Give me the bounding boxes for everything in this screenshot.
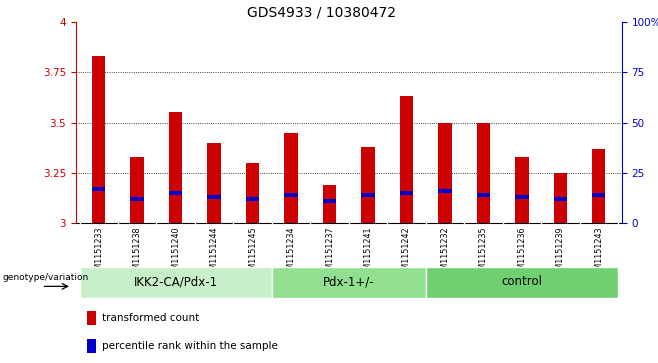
Bar (553, 173, 567, 223)
Text: GSM1151245: GSM1151245 (248, 227, 257, 280)
Text: percentile rank within the sample: percentile rank within the sample (102, 342, 278, 351)
Text: GSM1151233: GSM1151233 (94, 227, 103, 280)
Bar (246, 163, 259, 223)
Bar (80, 267, 272, 298)
Bar (130, 197, 144, 201)
Bar (553, 197, 567, 201)
Bar (284, 132, 298, 223)
Bar (592, 193, 605, 197)
Bar (476, 122, 490, 223)
Text: GSM1151236: GSM1151236 (517, 227, 526, 280)
Bar (207, 143, 221, 223)
Bar (399, 191, 413, 195)
Bar (515, 157, 528, 223)
Bar (272, 267, 426, 298)
Bar (87, 311, 97, 325)
Bar (476, 193, 490, 197)
Text: GSM1151241: GSM1151241 (363, 227, 372, 280)
Bar (399, 96, 413, 223)
Text: GSM1151238: GSM1151238 (133, 227, 141, 280)
Text: GSM1151242: GSM1151242 (402, 227, 411, 280)
Title: GDS4933 / 10380472: GDS4933 / 10380472 (247, 5, 396, 19)
Bar (130, 157, 144, 223)
Bar (169, 191, 182, 195)
Bar (438, 122, 451, 223)
Bar (361, 147, 374, 223)
Bar (323, 185, 336, 223)
Bar (246, 197, 259, 201)
Text: GSM1151237: GSM1151237 (325, 227, 334, 280)
Bar (323, 199, 336, 203)
Bar (207, 195, 221, 199)
Text: transformed count: transformed count (102, 313, 199, 323)
Bar (92, 56, 105, 223)
Text: GSM1151235: GSM1151235 (479, 227, 488, 280)
Text: control: control (501, 275, 542, 288)
Text: GSM1151240: GSM1151240 (171, 227, 180, 280)
Bar (284, 193, 298, 197)
Bar (361, 193, 374, 197)
Text: IKK2-CA/Pdx-1: IKK2-CA/Pdx-1 (134, 275, 218, 288)
Text: Pdx-1+/-: Pdx-1+/- (323, 275, 374, 288)
Text: GSM1151232: GSM1151232 (440, 227, 449, 280)
Text: genotype/variation: genotype/variation (2, 273, 89, 282)
Bar (438, 189, 451, 193)
Text: GSM1151234: GSM1151234 (286, 227, 295, 280)
Bar (92, 187, 105, 191)
Bar (515, 195, 528, 199)
Text: GSM1151244: GSM1151244 (210, 227, 218, 280)
Text: GSM1151243: GSM1151243 (594, 227, 603, 280)
Text: GSM1151239: GSM1151239 (556, 227, 565, 280)
Bar (169, 113, 182, 223)
Bar (426, 267, 618, 298)
Bar (592, 149, 605, 223)
Bar (87, 339, 97, 354)
